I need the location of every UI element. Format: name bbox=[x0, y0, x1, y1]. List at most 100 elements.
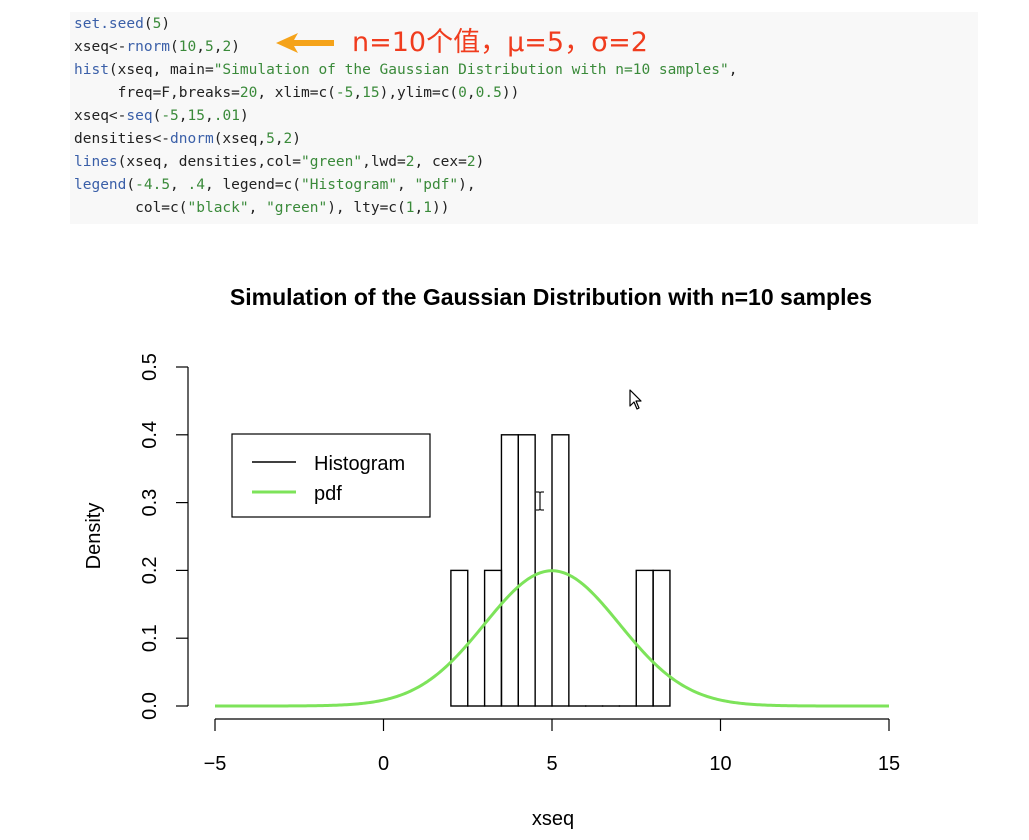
code-token: , bbox=[466, 85, 476, 101]
code-token: ( bbox=[126, 177, 136, 193]
code-token: 5 bbox=[204, 39, 214, 55]
y-tick-label: 0.3 bbox=[139, 489, 161, 517]
code-token: 1 bbox=[423, 200, 432, 216]
code-token: "Histogram" bbox=[301, 177, 398, 193]
code-token: 5 bbox=[152, 16, 162, 32]
code-token: ) bbox=[231, 39, 240, 55]
code-token: hist bbox=[74, 62, 109, 78]
code-token: set.seed bbox=[74, 16, 144, 32]
density-histogram-chart: Simulation of the Gaussian Distribution … bbox=[83, 284, 900, 830]
code-token: dnorm bbox=[170, 131, 214, 147]
histogram-bar bbox=[500, 434, 520, 707]
legend-pdf-label: pdf bbox=[314, 483, 342, 505]
code-token: rnorm bbox=[126, 39, 171, 55]
x-tick-label: 10 bbox=[709, 753, 731, 775]
code-token: densities<- bbox=[74, 131, 171, 147]
code-token: 10 bbox=[178, 39, 197, 55]
code-token: , bbox=[170, 177, 188, 193]
code-token: "pdf" bbox=[414, 177, 459, 193]
y-tick-label: 0.4 bbox=[139, 421, 161, 449]
histogram-bar bbox=[652, 569, 671, 707]
code-token: -5 bbox=[335, 85, 354, 101]
y-tick-label: 0.1 bbox=[139, 624, 161, 652]
code-token: (xseq, main= bbox=[108, 62, 214, 78]
code-token: , bbox=[248, 200, 267, 216]
code-token: , xlim=c( bbox=[257, 85, 336, 101]
code-token: xseq<- bbox=[74, 108, 127, 124]
code-token: "green" bbox=[300, 154, 363, 170]
code-line: hist(xseq, main="Simulation of the Gauss… bbox=[74, 61, 737, 79]
code-token: 2 bbox=[466, 154, 476, 170]
code-token: ( bbox=[143, 16, 153, 32]
code-token: ( bbox=[170, 39, 179, 55]
code-token: -5 bbox=[161, 108, 179, 124]
code-token: ) bbox=[475, 154, 485, 170]
code-token: col=c( bbox=[74, 200, 188, 216]
x-tick-label: 5 bbox=[546, 753, 557, 775]
code-token: , bbox=[205, 108, 214, 124]
code-token: ) bbox=[292, 131, 302, 147]
y-tick-label: 0.2 bbox=[139, 556, 161, 584]
code-token: ), bbox=[458, 177, 476, 193]
code-token: 1 bbox=[405, 200, 415, 216]
code-token: (xseq, bbox=[213, 131, 267, 147]
code-token: 0.5 bbox=[475, 85, 502, 101]
x-tick-label: 0 bbox=[378, 753, 389, 775]
y-tick-label: 0.0 bbox=[139, 692, 161, 720]
x-axis-label: xseq bbox=[532, 808, 574, 830]
y-tick-label: 0.5 bbox=[139, 353, 161, 381]
code-token: .01 bbox=[213, 108, 240, 124]
code-line: densities<-dnorm(xseq,5,2) bbox=[74, 130, 301, 148]
code-token: , cex= bbox=[414, 154, 467, 170]
mouse-pointer-icon bbox=[629, 389, 642, 410]
code-token: 2 bbox=[222, 39, 232, 55]
code-token: "green" bbox=[266, 200, 328, 216]
code-token: "Simulation of the Gaussian Distribution… bbox=[213, 62, 729, 78]
histogram-bar bbox=[450, 569, 469, 707]
histogram-bar bbox=[483, 569, 503, 707]
code-token: ( bbox=[152, 108, 162, 124]
code-token: 15 bbox=[187, 108, 205, 124]
code-token: 2 bbox=[283, 131, 293, 147]
code-token: ) bbox=[161, 16, 171, 32]
y-axis-label: Density bbox=[83, 503, 105, 570]
code-line: set.seed(5) bbox=[74, 15, 170, 33]
left-arrow-icon bbox=[276, 33, 334, 53]
code-token: , legend=c( bbox=[204, 177, 302, 193]
code-token: , bbox=[196, 39, 205, 55]
code-token: , bbox=[353, 85, 363, 101]
code-token: )) bbox=[431, 200, 450, 216]
annotation-text: n=10个值，μ=5，σ=2 bbox=[352, 27, 648, 58]
code-line: legend(-4.5, .4, legend=c("Histogram", "… bbox=[74, 176, 476, 194]
chart-title: Simulation of the Gaussian Distribution … bbox=[230, 284, 872, 310]
code-token: , bbox=[397, 177, 415, 193]
histogram-bar bbox=[517, 434, 536, 707]
code-token: -4.5 bbox=[135, 177, 171, 193]
code-block: set.seed(5) xseq<-rnorm(10,5,2) hist(xseq,… bbox=[70, 12, 978, 224]
code-token: freq=F,breaks= bbox=[74, 85, 240, 101]
x-tick-label: 15 bbox=[878, 753, 900, 775]
code-token: ),ylim=c( bbox=[379, 85, 459, 101]
code-token: ), lty=c( bbox=[327, 200, 406, 216]
code-token: , bbox=[213, 39, 223, 55]
code-token: "black" bbox=[187, 200, 249, 216]
code-token: 5 bbox=[266, 131, 275, 147]
code-line: xseq<-seq(-5,15,.01) bbox=[74, 107, 249, 125]
code-token: .4 bbox=[187, 177, 205, 193]
code-token: , bbox=[274, 131, 284, 147]
code-token: , bbox=[178, 108, 188, 124]
code-token: lines bbox=[74, 154, 118, 170]
code-token: (xseq, densities,col= bbox=[117, 154, 301, 170]
code-token: 15 bbox=[362, 85, 380, 101]
x-tick-label: −5 bbox=[204, 753, 227, 775]
code-token: legend bbox=[74, 177, 127, 193]
code-token: 2 bbox=[405, 154, 415, 170]
legend-histogram-label: Histogram bbox=[314, 453, 405, 475]
code-token: 0 bbox=[458, 85, 467, 101]
code-token: ,lwd= bbox=[362, 154, 406, 170]
code-line: xseq<-rnorm(10,5,2) bbox=[74, 38, 240, 56]
code-token: 20 bbox=[239, 85, 258, 101]
pdf-curve-line bbox=[215, 569, 889, 708]
histogram-bar bbox=[635, 569, 654, 707]
code-line: col=c("black", "green"), lty=c(1,1)) bbox=[74, 199, 449, 217]
